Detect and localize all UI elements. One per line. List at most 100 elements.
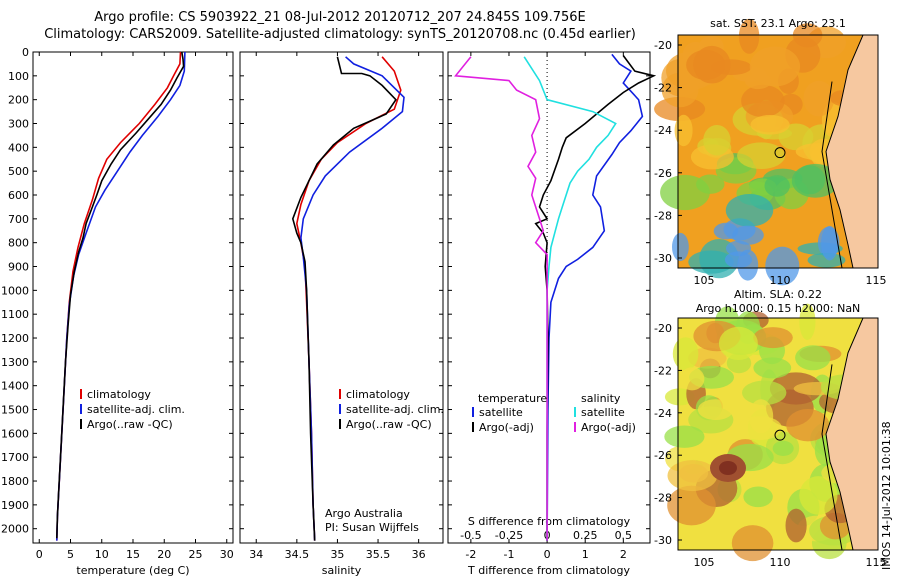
plot-frame-temperature — [32, 51, 234, 544]
argo-location-marker — [774, 429, 786, 441]
map-x-tick-label: 115 — [866, 274, 887, 287]
legend-entry: satellite — [479, 406, 523, 419]
plot-frame-salinity — [239, 51, 444, 544]
annotation-text: PI: Susan Wijffels — [325, 521, 419, 534]
map-color-blob — [738, 18, 760, 54]
map-color-blob — [764, 175, 790, 197]
y-tick-label: 700 — [8, 213, 29, 226]
map-color-blob — [718, 326, 758, 360]
map-color-blob — [772, 440, 794, 456]
map-color-blob — [741, 84, 785, 118]
x-tick-label: 0 — [36, 548, 43, 561]
map-color-blob — [693, 45, 731, 84]
map-color-blob — [667, 460, 718, 492]
map-y-tick-label: -30 — [654, 252, 672, 265]
legend-entry: climatology — [87, 388, 151, 401]
map-subtitle: Argo h1000: 0.15 h2000: NaN — [696, 302, 861, 315]
series-line-climatology — [56, 51, 182, 541]
x-tick-label: 35 — [330, 548, 344, 561]
x-tick-label: 25 — [189, 548, 203, 561]
argo-location-marker — [774, 147, 786, 159]
map-color-blob — [731, 525, 774, 562]
map-color-blob — [742, 380, 787, 405]
x-tick-label: 5 — [67, 548, 74, 561]
map-color-blob — [750, 115, 790, 135]
y-tick-label: 1100 — [1, 308, 29, 321]
map-y-tick-label: -24 — [654, 124, 672, 137]
series-line-argo--adj- — [534, 55, 657, 541]
chart-title-line1: Argo profile: CS 5903922_21 08-Jul-2012 … — [94, 10, 586, 25]
map-y-tick-label: -26 — [654, 449, 672, 462]
map-color-blob — [749, 46, 801, 87]
y-tick-label: 1500 — [1, 404, 29, 417]
y-tick-label: 1000 — [1, 284, 29, 297]
series-line-argo---raw--qc- — [291, 56, 397, 541]
map-color-blob — [664, 425, 705, 448]
y-tick-label: 2000 — [1, 523, 29, 536]
map-x-tick-label: 110 — [770, 556, 791, 569]
x-axis-label: T difference from climatology — [467, 564, 630, 577]
x-tick-label: 0 — [544, 548, 551, 561]
series-line-satellite-adj--clim- — [56, 51, 186, 541]
map-color-blob — [821, 225, 839, 261]
y-tick-label: 1800 — [1, 475, 29, 488]
legend-entry: Argo(-adj) — [581, 421, 636, 434]
map-color-blob — [732, 225, 764, 245]
y-tick-label: 800 — [8, 237, 29, 250]
x-axis-label: salinity — [322, 564, 362, 577]
map-color-blob — [799, 303, 816, 340]
map-x-tick-label: 110 — [770, 274, 791, 287]
map-color-blob — [724, 251, 753, 268]
y-tick-label: 1400 — [1, 380, 29, 393]
map-y-tick-label: -28 — [654, 209, 672, 222]
x-axis-label: temperature (deg C) — [76, 564, 189, 577]
map-color-blob — [791, 163, 840, 198]
x-tick-label: 35.5 — [366, 548, 391, 561]
y-tick-label: 500 — [8, 165, 29, 178]
series-line-argo---raw--qc- — [56, 51, 185, 539]
y-tick-label: 1300 — [1, 356, 29, 369]
map-color-blob — [819, 319, 839, 338]
map-color-blob — [654, 96, 706, 122]
map-x-tick-label: 105 — [694, 274, 715, 287]
x-tick-label: 1 — [582, 548, 589, 561]
s-tick-label: 0.25 — [573, 529, 598, 542]
map-color-blob — [703, 125, 731, 156]
x-tick-label: 15 — [126, 548, 140, 561]
map-color-blob — [765, 246, 800, 286]
y-tick-label: 100 — [8, 70, 29, 83]
map-color-blob — [748, 399, 774, 434]
legend-entry: satellite-adj. clim. — [346, 403, 444, 416]
map-color-blob — [672, 337, 699, 371]
map-y-tick-label: -24 — [654, 407, 672, 420]
legend-entry: satellite-adj. clim. — [87, 403, 185, 416]
map-frame — [677, 317, 879, 551]
map-color-blob — [753, 357, 792, 379]
y-tick-label: 200 — [8, 94, 29, 107]
map-color-blob — [803, 80, 835, 117]
y-tick-label: 1200 — [1, 332, 29, 345]
map-x-tick-label: 105 — [694, 556, 715, 569]
series-line-satellite — [546, 53, 644, 541]
x-tick-label: 20 — [157, 548, 171, 561]
map-color-blob — [786, 409, 830, 442]
s-tick-label: -0.25 — [495, 529, 523, 542]
map-y-tick-label: -20 — [654, 322, 672, 335]
map-color-blob — [807, 252, 846, 268]
legend-entry: Argo(..raw -QC) — [346, 418, 432, 431]
map-color-blob — [725, 194, 774, 227]
map-color-blob — [667, 485, 716, 526]
map-color-blob — [674, 114, 693, 147]
y-tick-label: 0 — [22, 46, 29, 59]
legend-group-title: temperature — [478, 392, 547, 405]
map-y-tick-label: -22 — [654, 82, 672, 95]
map-color-blob — [661, 72, 699, 108]
s-axis-label: S difference from climatology — [468, 515, 631, 528]
series-line-satellite — [523, 56, 617, 541]
map-frame — [677, 34, 879, 269]
x-tick-label: 10 — [95, 548, 109, 561]
s-tick-label: -0.5 — [460, 529, 481, 542]
legend-group-title: salinity — [581, 392, 621, 405]
map-color-blob — [719, 461, 737, 475]
